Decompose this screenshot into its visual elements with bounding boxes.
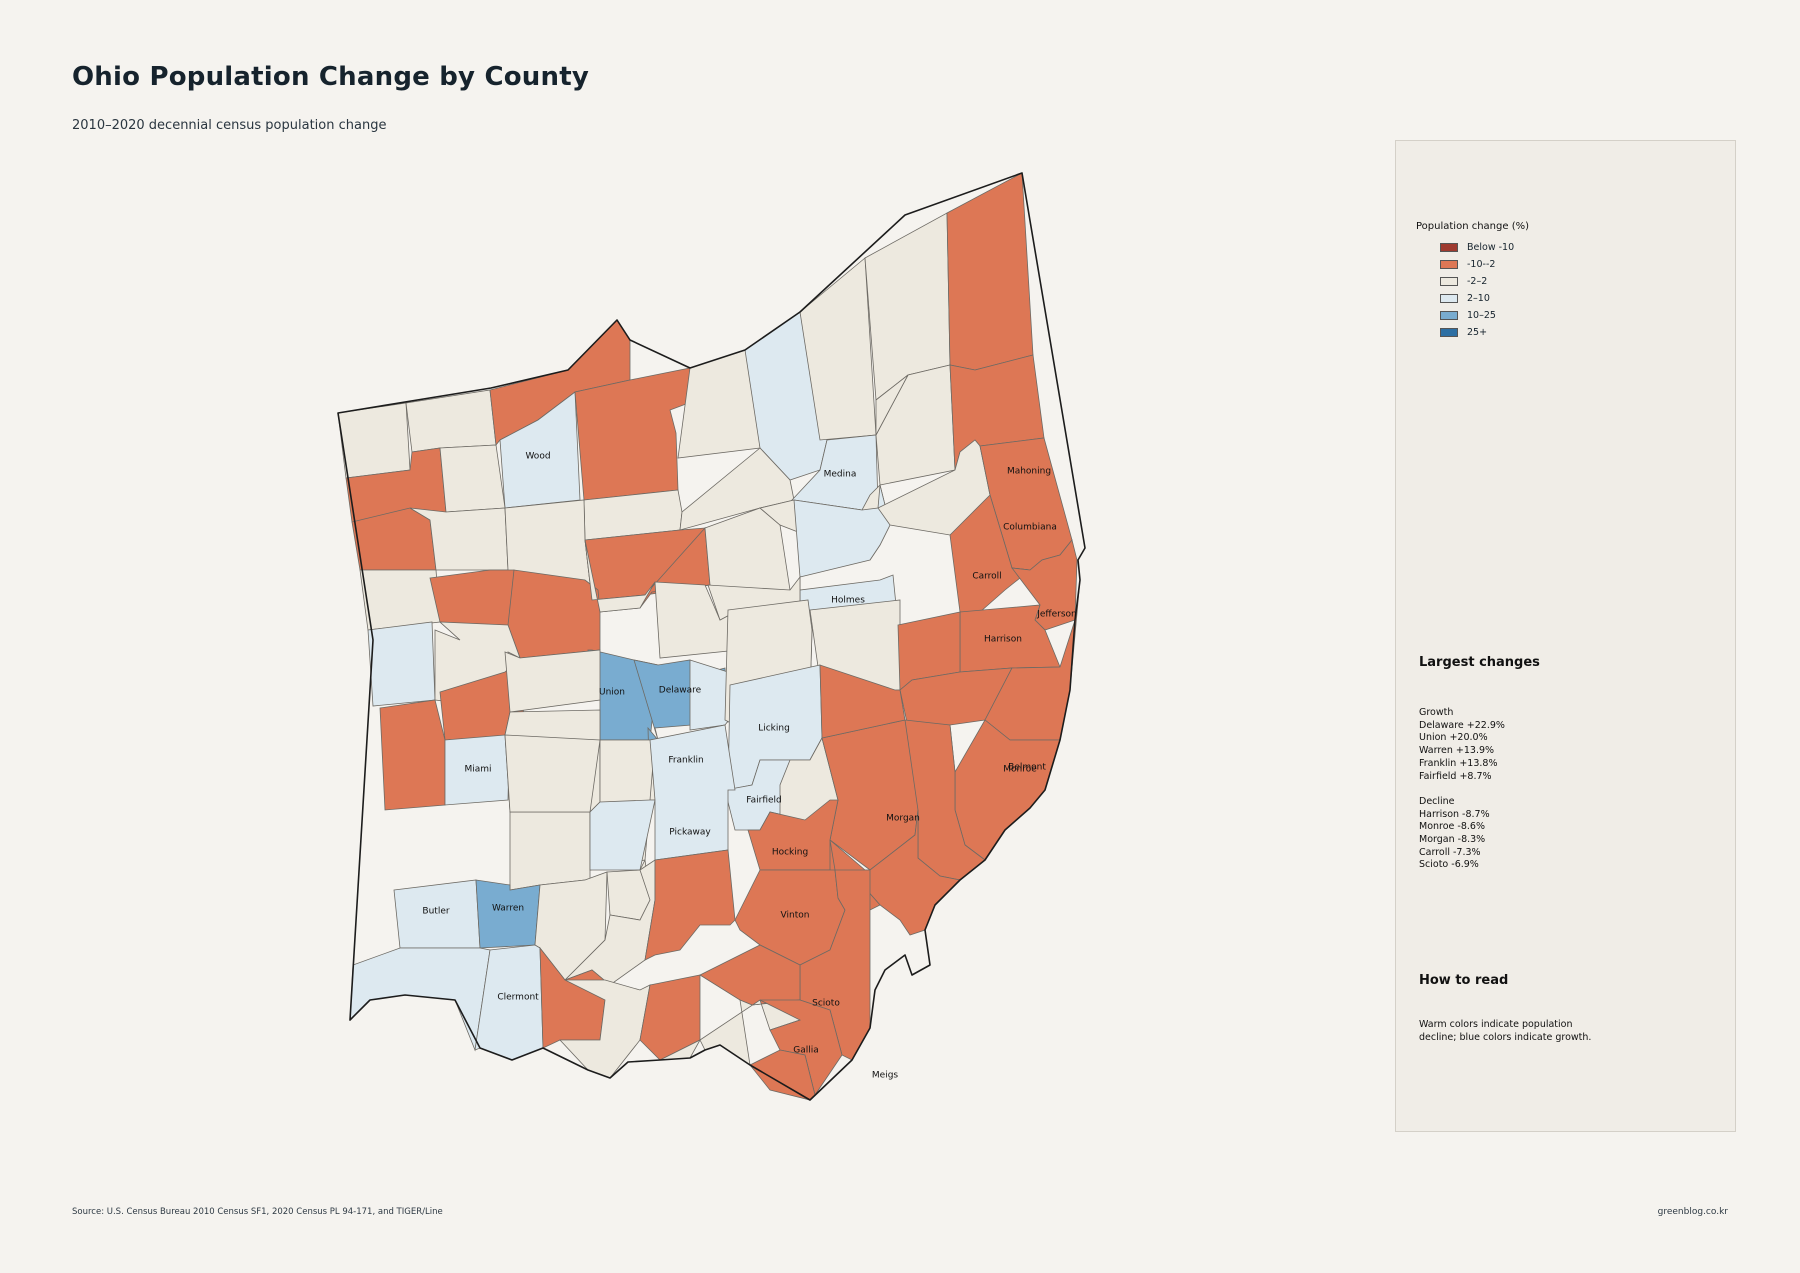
- ohio-state-outline: [337, 172, 1086, 1101]
- legend-label: Below -10: [1467, 242, 1515, 253]
- largest-changes-heading: Largest changes: [1419, 655, 1540, 670]
- legend-label: -10--2: [1467, 259, 1496, 270]
- county-label-gallia: Gallia: [793, 1046, 819, 1056]
- county-label-licking: Licking: [758, 724, 790, 734]
- county-label-clermont: Clermont: [497, 993, 539, 1003]
- legend-swatch: [1440, 260, 1458, 269]
- county-label-wood: Wood: [525, 452, 550, 462]
- legend-swatch: [1440, 243, 1458, 252]
- legend-swatch: [1440, 311, 1458, 320]
- legend: Below -10 -10--2 -2–2 2–10 10–25 25+: [1440, 239, 1514, 341]
- county-label-carroll: Carroll: [972, 572, 1001, 582]
- map-title: Ohio Population Change by County: [72, 62, 589, 92]
- county: [819, 664, 906, 739]
- growth-entry: Franklin +13.8%: [1419, 757, 1498, 769]
- county: [509, 811, 591, 891]
- decline-entry: Scioto -6.9%: [1419, 859, 1479, 871]
- legend-swatch: [1440, 277, 1458, 286]
- how-to-read-text: Warm colors indicate population decline;…: [1419, 1019, 1592, 1043]
- site-credit: greenblog.co.kr: [1657, 1207, 1728, 1217]
- growth-entry: Union +20.0%: [1419, 732, 1488, 744]
- county-label-harrison: Harrison: [984, 635, 1022, 645]
- growth-entry: Delaware +22.9%: [1419, 719, 1505, 731]
- legend-item: -2–2: [1440, 273, 1514, 290]
- county-label-butler: Butler: [422, 907, 449, 917]
- county: [359, 569, 441, 631]
- county-label-fairfield: Fairfield: [746, 796, 782, 806]
- side-panel: Population change (%) Below -10 -10--2 -2–…: [1395, 140, 1736, 1132]
- decline-entry: Monroe -8.6%: [1419, 821, 1485, 833]
- legend-swatch: [1440, 328, 1458, 337]
- county-label-delaware: Delaware: [659, 686, 702, 696]
- county-label-jefferson: Jefferson: [1036, 610, 1077, 620]
- county-label-mahoning: Mahoning: [1007, 467, 1051, 477]
- legend-label: -2–2: [1467, 276, 1488, 287]
- county-label-union: Union: [599, 688, 625, 698]
- county-label-holmes: Holmes: [831, 596, 865, 606]
- county: [349, 947, 491, 1052]
- legend-label: 10–25: [1467, 310, 1496, 321]
- decline-heading: Decline: [1419, 795, 1455, 807]
- county-wood: [499, 391, 581, 509]
- how-to-read-heading: How to read: [1419, 973, 1509, 988]
- county-label-hocking: Hocking: [772, 848, 808, 858]
- county-gallia: [749, 1049, 816, 1101]
- county-label-miami: Miami: [464, 765, 491, 775]
- legend-label: 2–10: [1467, 293, 1490, 304]
- county-label-vinton: Vinton: [781, 911, 810, 921]
- county-pickaway: [649, 724, 736, 861]
- legend-item: 10–25: [1440, 307, 1514, 324]
- county: [659, 999, 801, 1066]
- county-label-pickaway: Pickaway: [669, 828, 711, 838]
- county-label-morgan: Morgan: [886, 814, 920, 824]
- growth-entry: Fairfield +8.7%: [1419, 770, 1492, 782]
- county: [379, 699, 446, 811]
- county-label-warren: Warren: [492, 904, 524, 914]
- county-label-belmont: Belmont: [1008, 763, 1046, 773]
- county: [875, 374, 909, 436]
- decline-entry: Carroll -7.3%: [1419, 846, 1481, 858]
- county-label-monroe: Monroe: [1003, 765, 1037, 775]
- county: [507, 569, 601, 659]
- county-label-columbiana: Columbiana: [1003, 523, 1057, 533]
- legend-swatch: [1440, 294, 1458, 303]
- growth-heading: Growth: [1419, 707, 1454, 718]
- county-warren: [475, 879, 541, 949]
- legend-item: 25+: [1440, 324, 1514, 341]
- county-label-meigs: Meigs: [872, 1071, 899, 1081]
- county: [504, 649, 601, 713]
- legend-item: Below -10: [1440, 239, 1514, 256]
- growth-entry: Warren +13.9%: [1419, 745, 1495, 757]
- county: [367, 621, 436, 707]
- county: [644, 849, 736, 961]
- legend-title: Population change (%): [1416, 221, 1530, 232]
- county-label-medina: Medina: [824, 470, 857, 480]
- county: [504, 734, 601, 813]
- county-label-scioto: Scioto: [812, 999, 840, 1009]
- decline-entry: Harrison -8.7%: [1419, 808, 1490, 820]
- map-subtitle: 2010–2020 decennial census population ch…: [72, 118, 387, 133]
- decline-entry: Morgan -8.3%: [1419, 834, 1486, 846]
- county: [337, 402, 411, 479]
- legend-label: 25+: [1467, 327, 1488, 338]
- county: [439, 444, 506, 513]
- legend-item: -10--2: [1440, 256, 1514, 273]
- largest-changes-list: Growth Delaware +22.9% Union +20.0% Warren…: [1419, 707, 1505, 885]
- legend-item: 2–10: [1440, 290, 1514, 307]
- source-note: Source: U.S. Census Bureau 2010 Census S…: [72, 1207, 443, 1217]
- county: [946, 172, 1034, 371]
- county-label-franklin: Franklin: [668, 756, 703, 766]
